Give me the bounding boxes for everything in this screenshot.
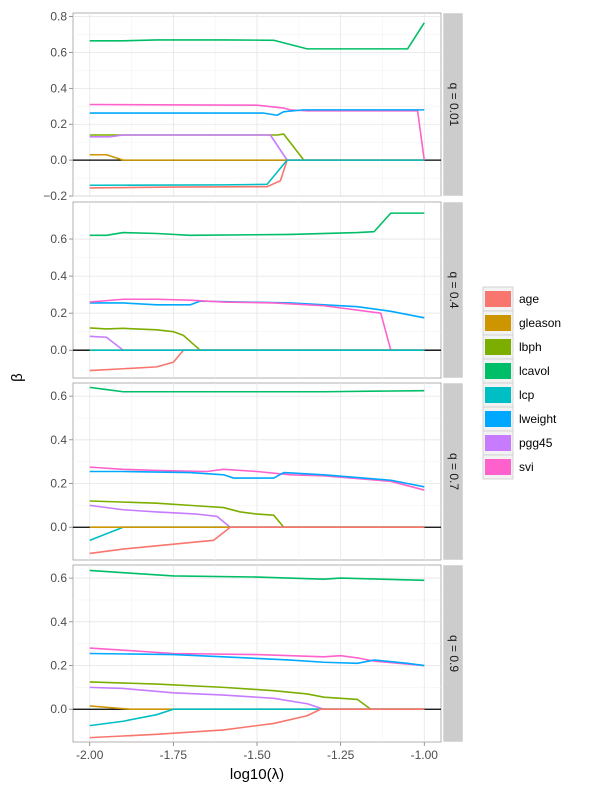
legend-swatch-svi xyxy=(485,459,511,475)
y-axis-title: β xyxy=(9,373,26,382)
series-line-lcp xyxy=(89,708,425,727)
legend-label-lcavol: lcavol xyxy=(519,364,550,378)
x-tick-label: -1.75 xyxy=(160,748,188,762)
y-tick-label: 0.4 xyxy=(50,433,67,447)
x-tick-label: -2.00 xyxy=(76,748,104,762)
y-tick-label: 0.4 xyxy=(50,269,67,283)
y-tick-label: 0.2 xyxy=(50,477,67,491)
series-line-pgg45 xyxy=(89,686,425,711)
y-tick-label: 0.6 xyxy=(50,232,67,246)
series-line-lbph xyxy=(89,500,425,529)
y-tick-label: 0.0 xyxy=(50,702,67,716)
y-tick-label: 0.0 xyxy=(50,520,67,534)
series-line-lcp xyxy=(89,159,425,187)
legend-label-svi: svi xyxy=(519,460,534,474)
x-tick-label: -1.50 xyxy=(243,748,271,762)
series-line-age xyxy=(89,708,425,739)
series-line-svi xyxy=(89,466,425,491)
legend-swatch-lbph xyxy=(485,339,511,355)
facet-strip-label: q = 0.4 xyxy=(447,271,461,308)
series-line-lcavol xyxy=(89,212,425,237)
y-tick-label: 0.6 xyxy=(50,571,67,585)
y-tick-label: −0.2 xyxy=(43,189,67,203)
series-line-lcavol xyxy=(89,569,425,582)
legend-label-age: age xyxy=(519,292,539,306)
series-line-lbph xyxy=(89,681,425,711)
legend-swatch-lcp xyxy=(485,387,511,403)
facet-strip-2 xyxy=(442,201,464,379)
series-line-lweight xyxy=(89,109,425,117)
y-tick-label: 0.8 xyxy=(50,10,67,24)
legend-label-lcp: lcp xyxy=(519,388,535,402)
series-line-lcavol xyxy=(89,22,425,50)
series-line-lweight xyxy=(89,470,425,488)
y-tick-label: 0.2 xyxy=(50,117,67,131)
facet-strip-3 xyxy=(442,382,464,561)
y-tick-label: 0.0 xyxy=(50,343,67,357)
legend-swatch-pgg45 xyxy=(485,435,511,451)
legend-label-lbph: lbph xyxy=(519,340,542,354)
legend-label-lweight: lweight xyxy=(519,412,557,426)
series-line-svi xyxy=(89,298,425,352)
facet-strip-label: q = 0.01 xyxy=(447,83,461,127)
y-tick-label: 0.4 xyxy=(50,81,67,95)
series-line-lweight xyxy=(89,652,425,667)
facet-strip-4 xyxy=(442,564,464,743)
legend-swatch-lweight xyxy=(485,411,511,427)
legend-swatch-age xyxy=(485,291,511,307)
y-tick-label: 0.6 xyxy=(50,389,67,403)
series-line-age xyxy=(89,526,425,555)
y-tick-label: 0.4 xyxy=(50,615,67,629)
series-line-svi xyxy=(89,103,426,161)
x-axis-title: log10(λ) xyxy=(230,766,284,783)
series-line-svi xyxy=(89,647,425,667)
y-tick-label: 0.0 xyxy=(50,153,67,167)
facet-strip-1 xyxy=(442,12,464,197)
series-line-lbph xyxy=(89,327,425,352)
series-line-gleason xyxy=(89,153,425,161)
x-tick-label: -1.00 xyxy=(411,748,439,762)
facet-strip-label: q = 0.9 xyxy=(447,635,461,672)
y-tick-label: 0.2 xyxy=(50,659,67,673)
series-line-lcavol xyxy=(89,386,425,393)
y-tick-label: 0.6 xyxy=(50,45,67,59)
facet-strip-label: q = 0.7 xyxy=(447,453,461,490)
y-tick-label: 0.2 xyxy=(50,306,67,320)
x-tick-label: -1.25 xyxy=(327,748,355,762)
legend-swatch-gleason xyxy=(485,315,511,331)
legend-swatch-lcavol xyxy=(485,363,511,379)
legend-label-pgg45: pgg45 xyxy=(519,436,553,450)
legend-label-gleason: gleason xyxy=(519,316,561,330)
